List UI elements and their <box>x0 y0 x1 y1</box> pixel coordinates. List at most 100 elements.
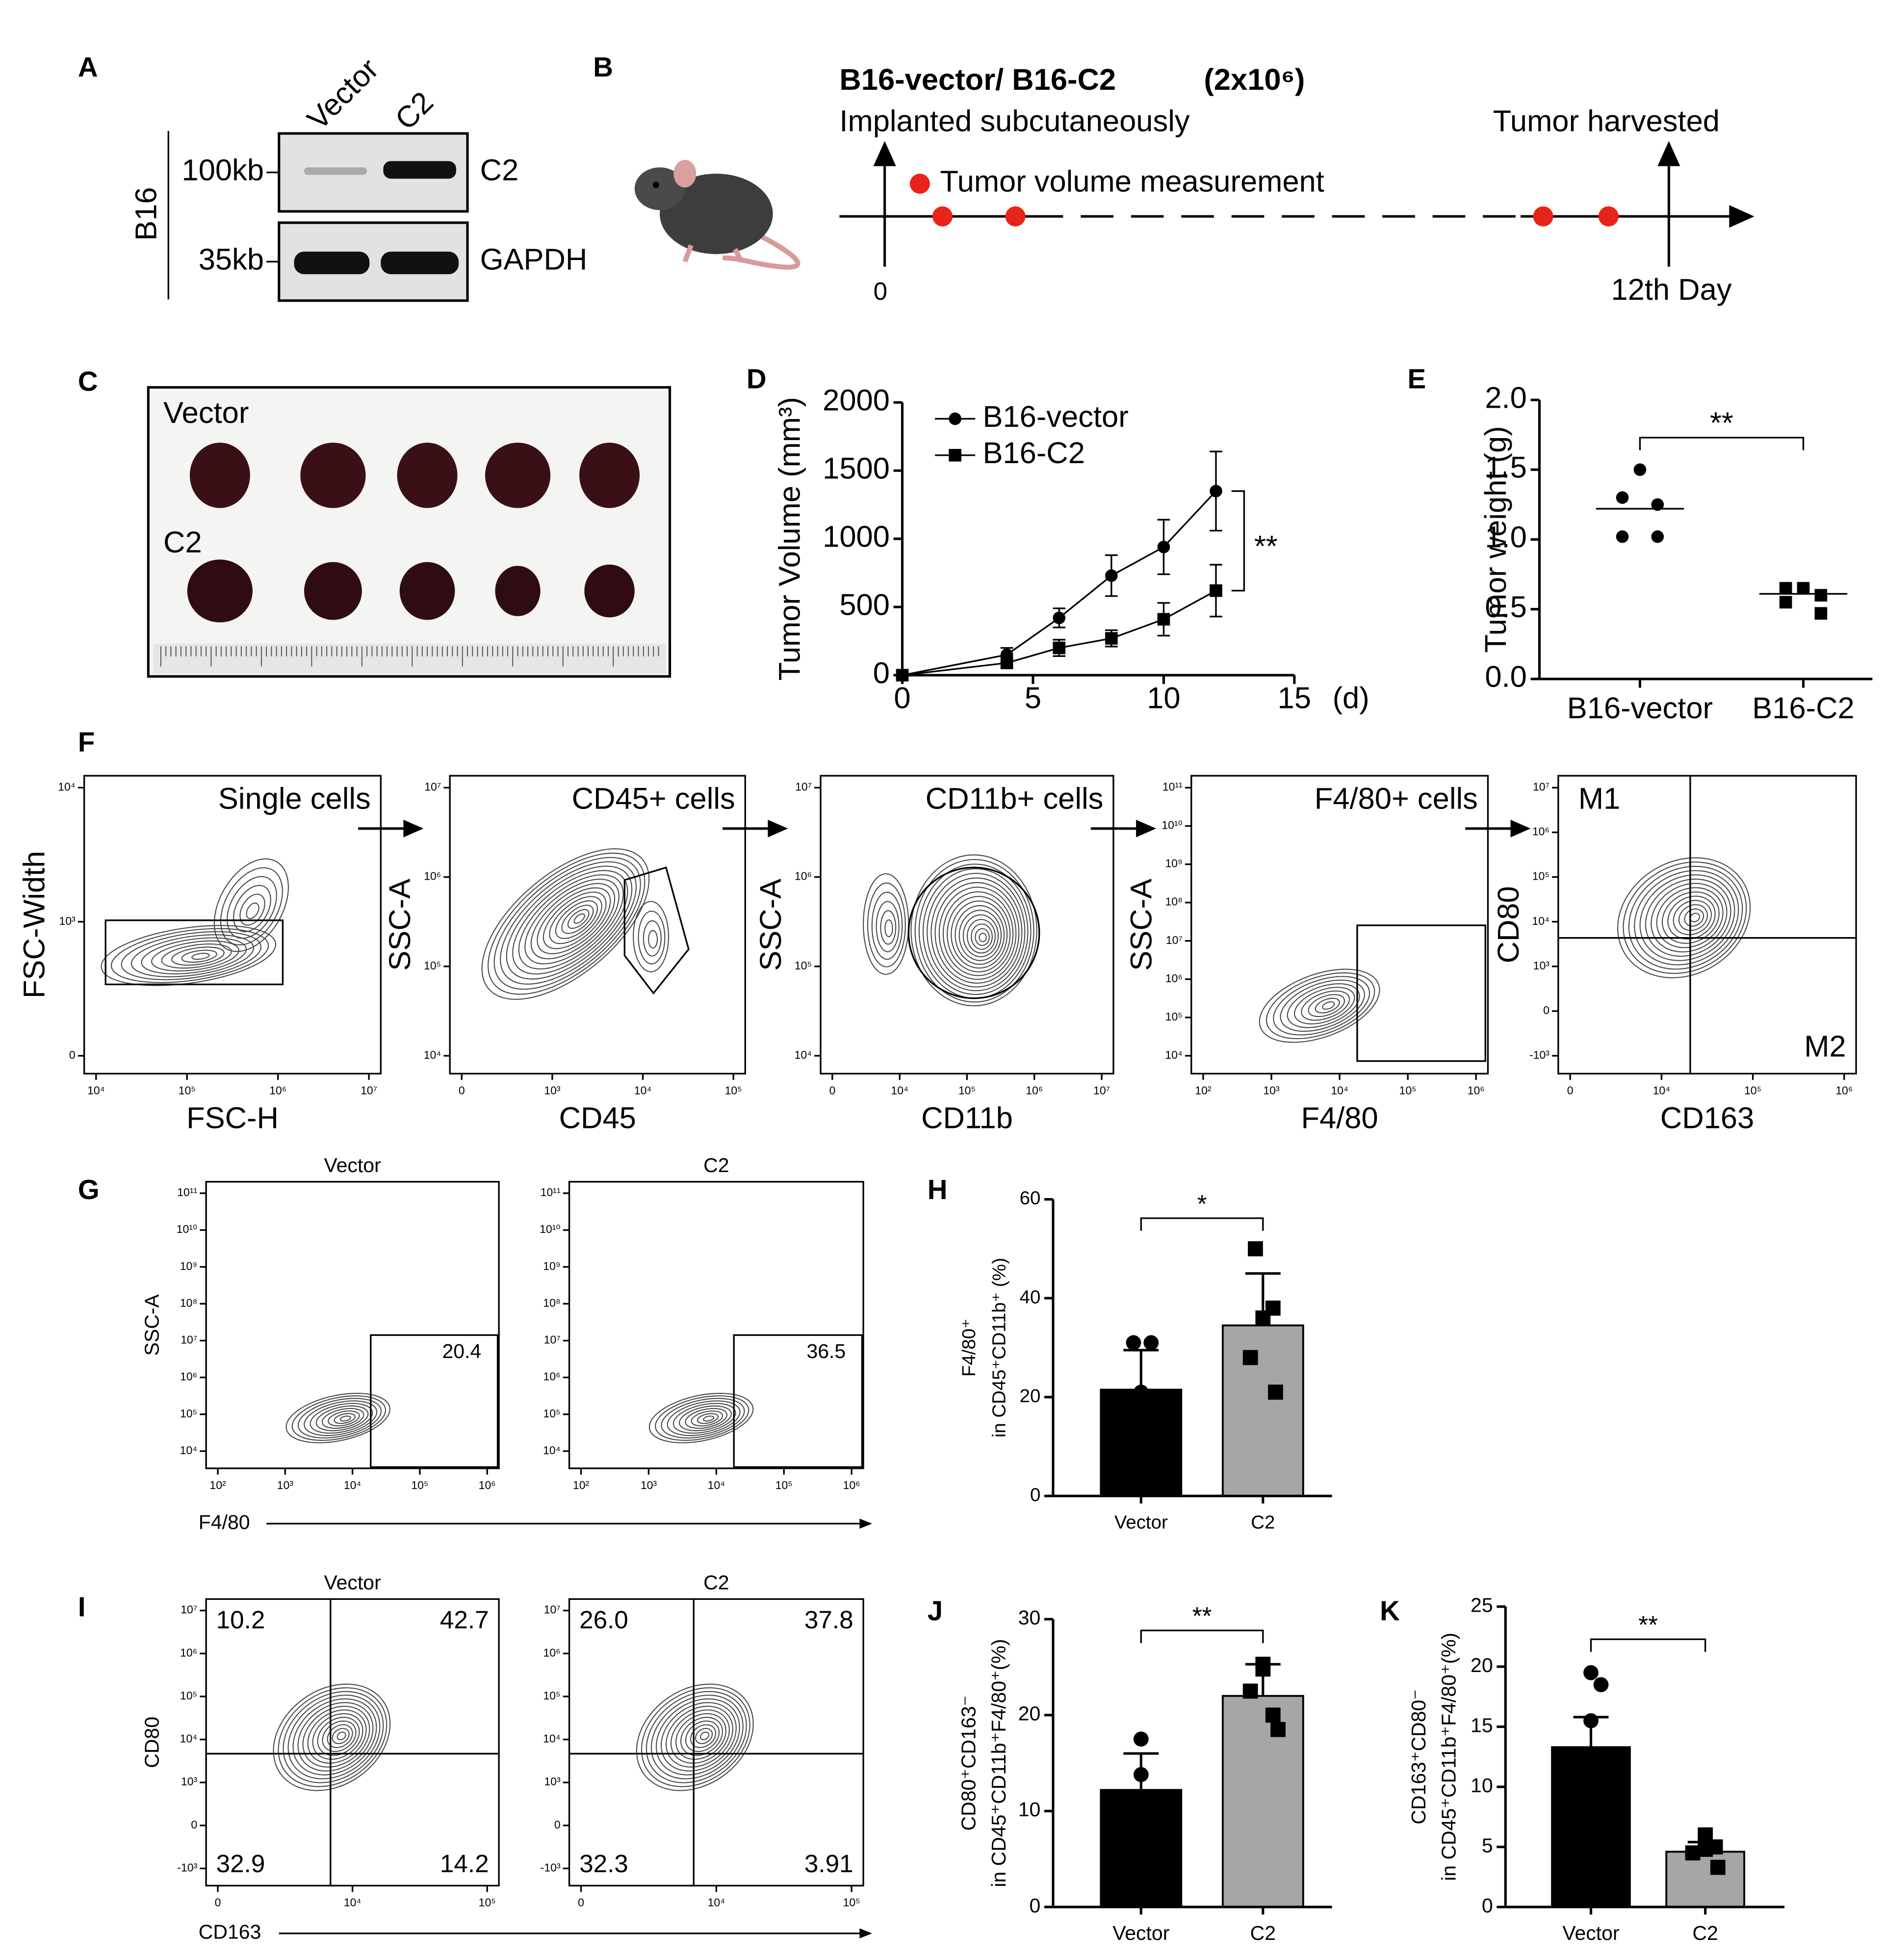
contour <box>1645 878 1731 957</box>
x-tick-label: 0 <box>894 681 910 715</box>
significance: ** <box>1192 1602 1212 1630</box>
bar <box>1100 1789 1183 1908</box>
contour <box>283 1691 384 1783</box>
data-point <box>1651 498 1664 511</box>
contour <box>650 1695 744 1779</box>
contour <box>703 1415 715 1422</box>
y-tick-label: -10³ <box>177 1861 197 1874</box>
flow-plot <box>1190 775 1489 1075</box>
y-tick-label: 5 <box>1482 1834 1493 1856</box>
y-tick-label: 10⁶ <box>795 870 812 883</box>
y-tick-label: 10³ <box>181 1775 198 1788</box>
y-tick-label: 0 <box>191 1818 197 1831</box>
y-tick-label: 10⁴ <box>543 1444 561 1457</box>
y-tick-label: 0.0 <box>1485 660 1526 694</box>
y-tick-label: 10⁹ <box>180 1259 198 1272</box>
contour <box>307 1709 367 1764</box>
significance: * <box>1197 1190 1207 1218</box>
x-tick-label: 10⁴ <box>634 1084 652 1097</box>
quadrant-value: 32.9 <box>216 1850 265 1878</box>
data-point <box>1779 582 1792 595</box>
gate-title: Single cells <box>218 782 371 816</box>
y-tick-label: 10⁸ <box>1165 895 1182 908</box>
data-point <box>1814 607 1828 620</box>
y-tick-label: -10³ <box>1529 1048 1549 1061</box>
plot-title: C2 <box>703 1571 729 1594</box>
contour <box>191 953 210 960</box>
y-tick-label: 10⁹ <box>543 1259 561 1272</box>
contour <box>876 901 900 952</box>
y-tick-label: 0 <box>554 1818 561 1831</box>
tumor <box>304 562 362 620</box>
contour <box>1322 1001 1335 1010</box>
measurement-dot <box>932 206 953 227</box>
y-axis-label: CD80 <box>1492 886 1525 963</box>
contour <box>700 1731 710 1741</box>
contour <box>332 1727 350 1745</box>
y-tick-label: 10⁵ <box>424 959 441 972</box>
contour <box>549 896 602 944</box>
y-tick-label: 30 <box>1018 1606 1041 1629</box>
contour <box>934 882 1020 984</box>
dose: (2x10⁶) <box>1204 63 1305 97</box>
x-tick-label: 10⁵ <box>179 1084 196 1097</box>
arrowhead <box>1510 819 1531 837</box>
contour <box>101 925 277 986</box>
y-axis-label: in CD45⁺CD11b⁺F4/80⁺(%) <box>987 1639 1010 1887</box>
contour <box>646 1691 747 1783</box>
x-tick-label: 10⁴ <box>344 1896 362 1908</box>
y-tick-label: 10⁵ <box>543 1407 560 1420</box>
data-point <box>1105 569 1118 582</box>
y-tick-label: 10⁵ <box>180 1689 197 1702</box>
measurement-dot <box>1005 206 1026 227</box>
contour <box>1308 994 1345 1017</box>
data-point <box>1616 491 1629 504</box>
y-tick-label: 10³ <box>544 1775 561 1788</box>
contour <box>880 910 897 945</box>
contour <box>317 1717 360 1756</box>
x-axis-label: CD163 <box>1660 1101 1754 1135</box>
contour <box>1315 997 1340 1014</box>
contour <box>121 931 262 980</box>
y-tick-label: 2.0 <box>1485 381 1526 415</box>
tumor <box>397 443 458 508</box>
contour <box>1628 865 1743 970</box>
x-tick-label: 10⁷ <box>1093 1084 1110 1097</box>
data-point <box>1685 1845 1701 1861</box>
arrowhead <box>1136 819 1157 837</box>
contour <box>643 920 662 957</box>
panel-letter: D <box>747 364 767 394</box>
contour <box>922 868 1029 995</box>
data-point <box>1157 613 1170 626</box>
arrowhead <box>859 1928 873 1939</box>
gate-title: CD45+ cells <box>572 782 735 816</box>
contour <box>291 1395 386 1441</box>
y-tick-label: 2000 <box>823 383 890 417</box>
contour <box>481 848 650 1000</box>
y-tick-label: -10³ <box>541 1861 561 1874</box>
gate <box>623 866 690 995</box>
panel-letter: H <box>928 1174 948 1205</box>
contour <box>1634 870 1739 966</box>
x-tick-label: 0 <box>1567 1084 1574 1097</box>
significance-bracket <box>1590 1638 1706 1652</box>
x-tick-label: 0 <box>578 1896 584 1908</box>
mouse-body <box>660 173 773 254</box>
significance-bracket <box>1140 1217 1264 1231</box>
gate-title: F4/80+ cells <box>1315 782 1478 816</box>
arrowhead <box>1729 205 1755 228</box>
flow-plot <box>449 775 746 1075</box>
data-point <box>1583 1713 1599 1728</box>
x-tick-label: 10⁵ <box>725 1084 742 1097</box>
y-tick-label: 10⁷ <box>1166 934 1183 946</box>
data-point <box>1596 1839 1611 1855</box>
contour <box>1639 874 1735 961</box>
legend: Tumor volume measurement <box>940 165 1324 199</box>
data-point <box>1143 1335 1159 1351</box>
y-tick-label: 40 <box>1020 1286 1041 1307</box>
tumor <box>495 566 541 616</box>
y-tick-label: 20 <box>1020 1385 1041 1407</box>
contour <box>273 1683 391 1791</box>
mouse-leg <box>733 248 744 263</box>
tumor <box>579 443 640 508</box>
